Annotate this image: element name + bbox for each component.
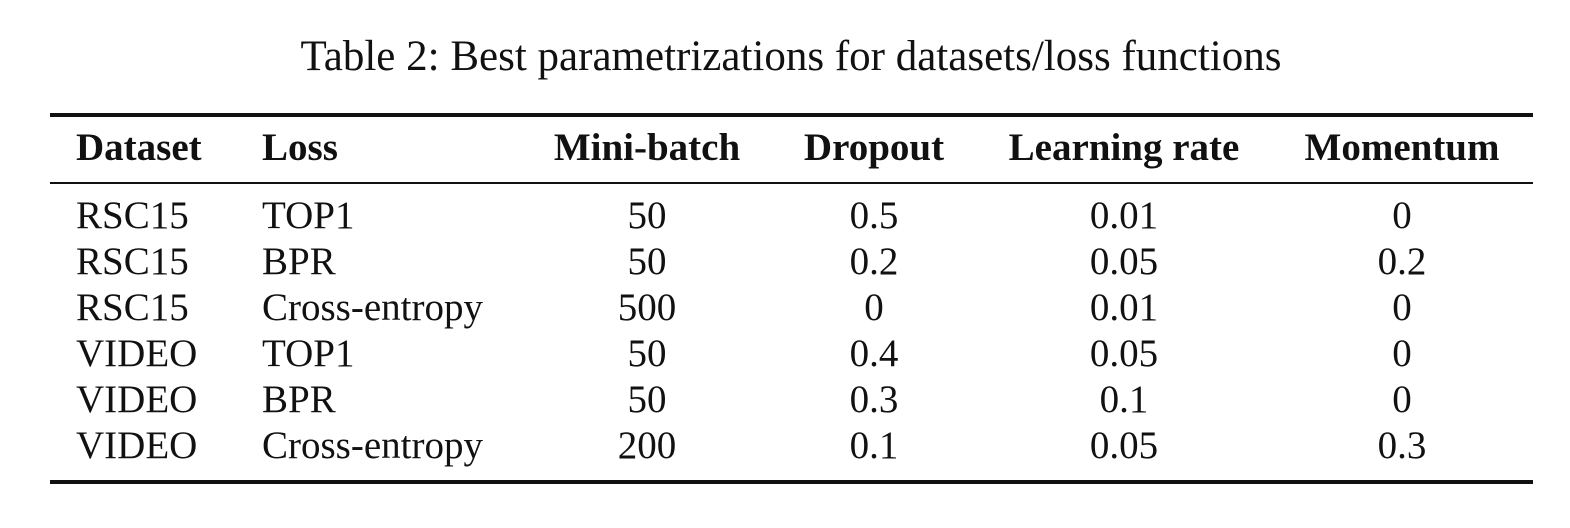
cell-momentum: 0.3	[1377, 424, 1427, 467]
cell-mini-batch: 50	[627, 194, 667, 237]
cell-mini-batch: 50	[627, 240, 667, 283]
header-loss: Loss	[262, 126, 338, 169]
cell-loss: BPR	[262, 240, 336, 283]
cell-momentum: 0	[1392, 194, 1412, 237]
cell-learning-rate: 0.05	[1089, 240, 1159, 283]
header-learning-rate: Learning rate	[1008, 126, 1240, 169]
table-caption: Table 2: Best parametrizations for datas…	[300, 33, 1282, 80]
cell-dropout: 0	[864, 286, 884, 329]
cell-momentum: 0.2	[1377, 240, 1427, 283]
cell-learning-rate: 0.1	[1099, 378, 1149, 421]
cell-mini-batch: 50	[627, 378, 667, 421]
header-momentum: Momentum	[1304, 126, 1500, 169]
cell-learning-rate: 0.05	[1089, 332, 1159, 375]
cell-mini-batch: 50	[627, 332, 667, 375]
cell-loss: BPR	[262, 378, 336, 421]
cell-loss: TOP1	[262, 194, 355, 237]
cell-loss: TOP1	[262, 332, 355, 375]
cell-dataset: RSC15	[76, 240, 189, 283]
cell-mini-batch: 200	[617, 424, 677, 467]
header-dataset: Dataset	[76, 126, 202, 169]
table-top-rule	[50, 113, 1533, 117]
cell-learning-rate: 0.05	[1089, 424, 1159, 467]
cell-learning-rate: 0.01	[1089, 286, 1159, 329]
cell-momentum: 0	[1392, 378, 1412, 421]
cell-dropout: 0.4	[849, 332, 899, 375]
header-mini-batch: Mini-batch	[553, 126, 741, 169]
cell-dropout: 0.2	[849, 240, 899, 283]
cell-dropout: 0.3	[849, 378, 899, 421]
cell-dropout: 0.5	[849, 194, 899, 237]
cell-dataset: VIDEO	[76, 424, 198, 467]
table-bottom-rule	[50, 480, 1533, 484]
cell-loss: Cross-entropy	[262, 424, 483, 467]
cell-mini-batch: 500	[617, 286, 677, 329]
header-dropout: Dropout	[803, 126, 945, 169]
cell-loss: Cross-entropy	[262, 286, 483, 329]
table-header-rule	[50, 182, 1533, 184]
cell-dataset: VIDEO	[76, 332, 198, 375]
cell-dataset: VIDEO	[76, 378, 198, 421]
cell-dropout: 0.1	[849, 424, 899, 467]
cell-momentum: 0	[1392, 286, 1412, 329]
cell-learning-rate: 0.01	[1089, 194, 1159, 237]
cell-dataset: RSC15	[76, 194, 189, 237]
cell-momentum: 0	[1392, 332, 1412, 375]
cell-dataset: RSC15	[76, 286, 189, 329]
